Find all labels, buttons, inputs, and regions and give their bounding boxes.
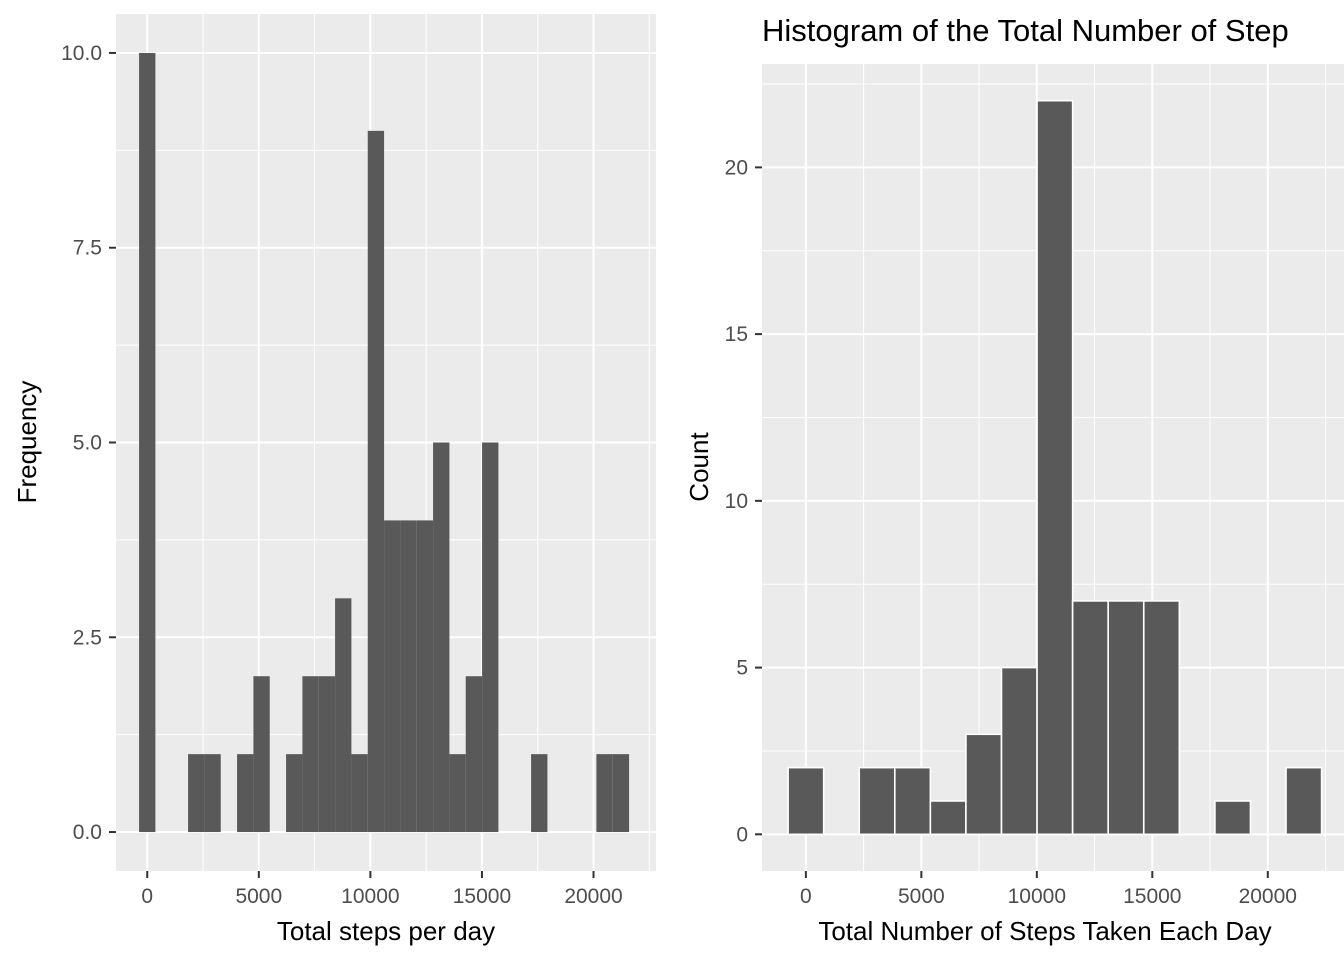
y-tick-label: 5.0 xyxy=(73,432,102,455)
x-tick-label: 15000 xyxy=(453,885,511,908)
chart-title: Histogram of the Total Number of Step xyxy=(762,13,1289,48)
histogram-bar xyxy=(335,598,352,833)
y-axis-title: Count xyxy=(684,432,714,502)
y-tick-label: 10 xyxy=(725,490,748,513)
histogram-bar xyxy=(1036,99,1074,836)
x-tick-label: 10000 xyxy=(341,885,399,908)
x-tick-label: 20000 xyxy=(1239,885,1297,908)
histogram-bar xyxy=(318,676,336,833)
x-tick-label: 5000 xyxy=(235,885,282,908)
histogram-bar xyxy=(1142,600,1181,836)
left-histogram-panel: 0 5000 10000 15000 20000 0.0 2.5 5.0 7.5 10.0 Tota… xyxy=(12,14,656,946)
histogram-bar xyxy=(596,754,613,833)
histogram-bar xyxy=(351,754,368,833)
histogram-bar xyxy=(384,520,401,833)
y-axis-title: Frequency xyxy=(12,381,42,504)
x-tick-label: 0 xyxy=(141,885,153,908)
histogram-bar xyxy=(965,733,1003,836)
x-tick-label: 0 xyxy=(800,885,812,908)
x-tick-label: 10000 xyxy=(1008,885,1066,908)
y-tick-label: 5 xyxy=(736,657,748,680)
histogram-bar xyxy=(237,754,254,833)
histogram-bar xyxy=(286,754,303,833)
histogram-bar xyxy=(433,442,450,833)
x-tick-label: 15000 xyxy=(1123,885,1181,908)
histogram-bar xyxy=(929,800,967,836)
histogram-bar xyxy=(302,676,319,833)
histogram-bar xyxy=(1285,766,1323,836)
histogram-bar xyxy=(188,754,205,833)
right-histogram-panel: 0 5000 10000 15000 20000 0 5 10 15 20 Total Number… xyxy=(684,13,1344,946)
histogram-bar xyxy=(1214,800,1252,836)
histogram-bar xyxy=(612,754,630,833)
x-axis-title: Total Number of Steps Taken Each Day xyxy=(818,916,1271,946)
histogram-bar xyxy=(449,754,466,833)
histogram-bar xyxy=(787,766,825,836)
y-tick-label: 7.5 xyxy=(73,237,102,260)
histogram-bar xyxy=(139,52,156,833)
histogram-bar xyxy=(253,676,270,833)
histogram-bar xyxy=(1000,666,1038,836)
y-tick-label: 20 xyxy=(725,156,748,179)
histogram-bar xyxy=(482,442,499,833)
y-tick-label: 0.0 xyxy=(73,821,102,844)
y-tick-label: 0 xyxy=(736,823,748,846)
y-tick-label: 10.0 xyxy=(61,42,102,65)
histogram-bar xyxy=(1107,600,1145,836)
histogram-bar xyxy=(893,766,932,836)
y-tick-label: 2.5 xyxy=(73,626,102,649)
histogram-bar xyxy=(204,754,221,833)
x-tick-label: 5000 xyxy=(898,885,945,908)
histogram-bar xyxy=(465,676,483,833)
x-axis-title: Total steps per day xyxy=(277,916,495,946)
x-tick-label: 20000 xyxy=(564,885,622,908)
histogram-bar xyxy=(400,520,417,833)
histogram-bar xyxy=(858,766,896,836)
histogram-bar xyxy=(531,754,548,833)
histogram-bar xyxy=(416,520,434,833)
histogram-bar xyxy=(1071,600,1109,836)
histogram-bar xyxy=(367,130,385,833)
y-tick-label: 15 xyxy=(725,323,748,346)
